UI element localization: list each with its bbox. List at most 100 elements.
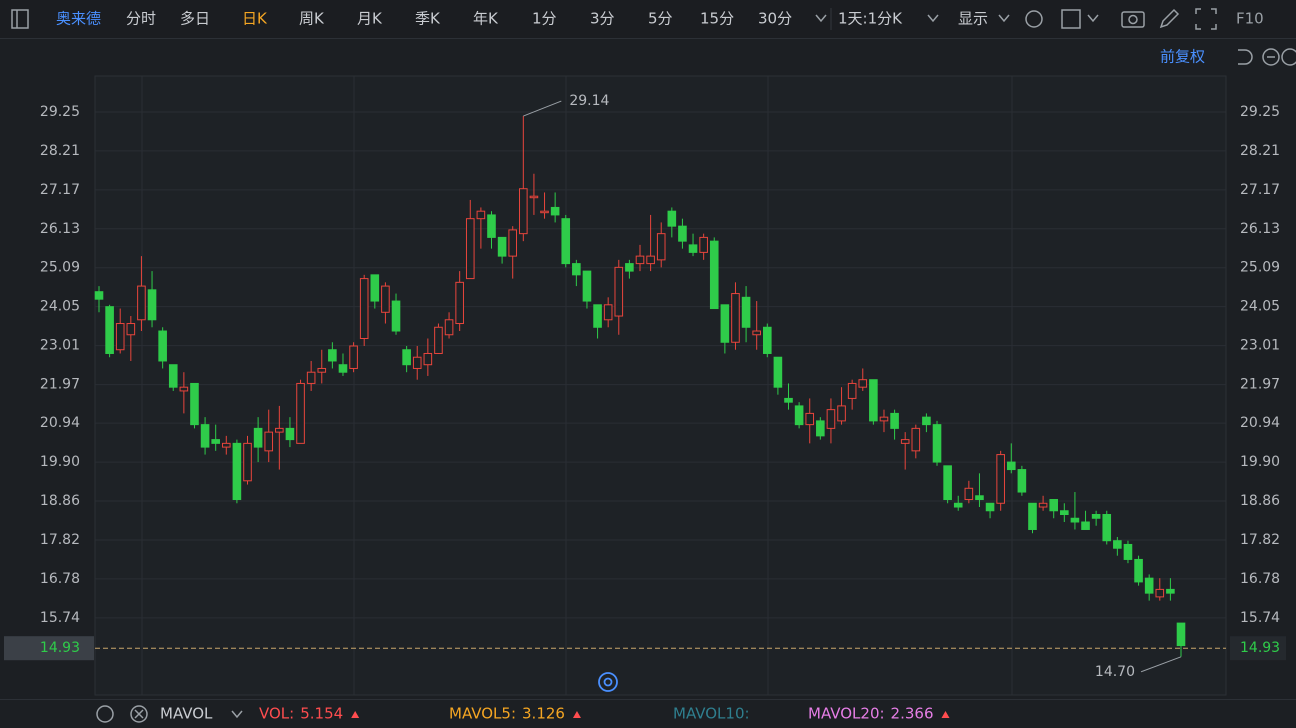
candle-body [1123, 543, 1133, 560]
candle-body [762, 326, 772, 354]
screenshot-icon[interactable] [1121, 11, 1145, 28]
candle-body [1134, 558, 1143, 583]
candle-body [773, 356, 783, 388]
y-tick-label-right: 28.21 [1240, 143, 1280, 159]
period-tab[interactable]: 15分 [700, 10, 734, 28]
indicator-chevron[interactable] [231, 710, 243, 719]
pen-icon[interactable] [1159, 8, 1180, 29]
stock-name[interactable]: 奥来德 [56, 10, 101, 28]
candle-body [784, 397, 793, 403]
candle-body [678, 225, 687, 242]
period-tab[interactable]: 月K [357, 10, 383, 28]
indicator-settings[interactable] [96, 705, 114, 723]
link-icon-inner [603, 677, 613, 687]
candle-body [359, 278, 369, 340]
candle-body [317, 367, 327, 373]
candle-body [211, 439, 220, 444]
period-tab[interactable]: 季K [415, 10, 441, 28]
more-periods[interactable] [815, 14, 827, 23]
candle-body [168, 364, 178, 388]
draw-icon[interactable] [1061, 9, 1081, 29]
y-tick-label-right: 29.25 [1240, 104, 1280, 120]
candle-body [964, 487, 974, 501]
reset-icon[interactable] [1238, 49, 1253, 65]
period-tab[interactable]: 1分 [532, 10, 557, 28]
period-tab[interactable]: 周K [299, 10, 325, 28]
candle-body [847, 382, 857, 399]
sidebar-icon[interactable] [11, 9, 29, 29]
y-tick-label: 26.13 [40, 221, 80, 237]
y-tick-label: 17.82 [40, 532, 80, 548]
period-tab[interactable]: 年K [473, 10, 499, 28]
period-tab[interactable]: 分时 [126, 10, 156, 28]
candle-body [1070, 517, 1080, 523]
period-tab[interactable]: 5分 [648, 10, 673, 28]
candle-body [264, 431, 274, 452]
candle-body [444, 319, 454, 336]
candle-body [614, 266, 624, 317]
indicator-name[interactable]: MAVOL [160, 705, 213, 723]
candle-body [306, 371, 316, 384]
max-leader [523, 100, 562, 117]
y-tick-label: 18.86 [40, 493, 80, 509]
zoom-out-icon[interactable] [1262, 48, 1280, 66]
indicator-value: 5.154 [300, 705, 343, 723]
f10-button[interactable]: F10 [1236, 10, 1264, 28]
candle-body [593, 304, 602, 328]
candle-body [1176, 622, 1186, 647]
candle-body [932, 424, 942, 463]
screenshot-lens [1128, 14, 1138, 25]
period-tab[interactable]: 日K [242, 10, 268, 28]
candle-body [996, 454, 1005, 504]
last-price-label-right: 14.93 [1240, 640, 1280, 656]
period-tab[interactable]: 多日 [180, 10, 210, 28]
candle-body [953, 502, 963, 508]
min-label: 14.70 [1095, 664, 1135, 680]
adjust-mode[interactable]: 前复权 [1160, 48, 1205, 66]
candle-body [1166, 588, 1175, 594]
candle-body [1028, 502, 1037, 530]
indicator-up-arrow [351, 711, 360, 718]
link-icon[interactable] [598, 672, 618, 692]
candle-body [741, 296, 751, 328]
period-tab[interactable]: 3分 [590, 10, 615, 28]
candle-body [731, 293, 740, 343]
y-tick-label-right: 24.05 [1240, 299, 1280, 315]
period-tab[interactable]: 30分 [758, 10, 792, 28]
candle-body [1017, 469, 1027, 493]
y-tick-label-right: 23.01 [1240, 338, 1280, 354]
candle-body [126, 323, 136, 336]
candle-body [890, 412, 899, 429]
indicator-close[interactable] [130, 705, 148, 723]
zoom-in-icon[interactable] [1281, 48, 1296, 66]
range-select[interactable]: 1天:1分K [838, 10, 903, 28]
candle-body [1049, 499, 1059, 512]
candle-body [147, 289, 157, 321]
candle-body [232, 442, 242, 501]
candle-body [667, 210, 677, 227]
y-tick-label-right: 20.94 [1240, 415, 1280, 431]
y-tick-label-right: 19.90 [1240, 454, 1280, 470]
candle-body [635, 255, 645, 265]
candle-body [455, 281, 464, 325]
candle-body [338, 364, 348, 373]
candle-body [688, 244, 698, 253]
candle-body [1060, 510, 1069, 516]
candle-body [858, 379, 868, 388]
candle-body [296, 382, 305, 444]
y-tick-label: 27.17 [40, 182, 80, 198]
y-tick-label: 29.25 [40, 104, 80, 120]
indicator-up-arrow [941, 711, 950, 718]
candle-body [869, 379, 878, 422]
candle-body [190, 382, 199, 426]
fullscreen-icon[interactable] [1195, 8, 1217, 30]
candle-body [497, 236, 507, 257]
display-chevron [998, 14, 1010, 23]
candle-body [975, 495, 984, 501]
settings-icon[interactable] [1025, 10, 1043, 28]
display-menu[interactable]: 显示 [958, 10, 988, 28]
candle-body [826, 409, 836, 429]
indicator-label: MAVOL20: [808, 705, 885, 723]
candle-body [391, 300, 401, 332]
candle-body [519, 188, 528, 235]
